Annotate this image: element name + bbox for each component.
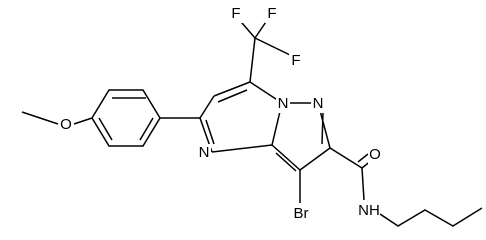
atom-label: Br — [294, 205, 309, 222]
atom-label: O — [60, 116, 72, 133]
atom-label: NH — [358, 202, 380, 219]
atom-label: F — [267, 5, 276, 22]
atom-label: N — [199, 144, 210, 161]
atom-label: N — [278, 95, 289, 112]
bonds — [21, 15, 483, 227]
atom-label: N — [313, 95, 324, 112]
atom-label: O — [369, 146, 381, 163]
atom-labels: F F F N N N Br O NH O — [59, 5, 382, 223]
atom-label: F — [291, 52, 300, 69]
atom-label: F — [231, 5, 240, 22]
